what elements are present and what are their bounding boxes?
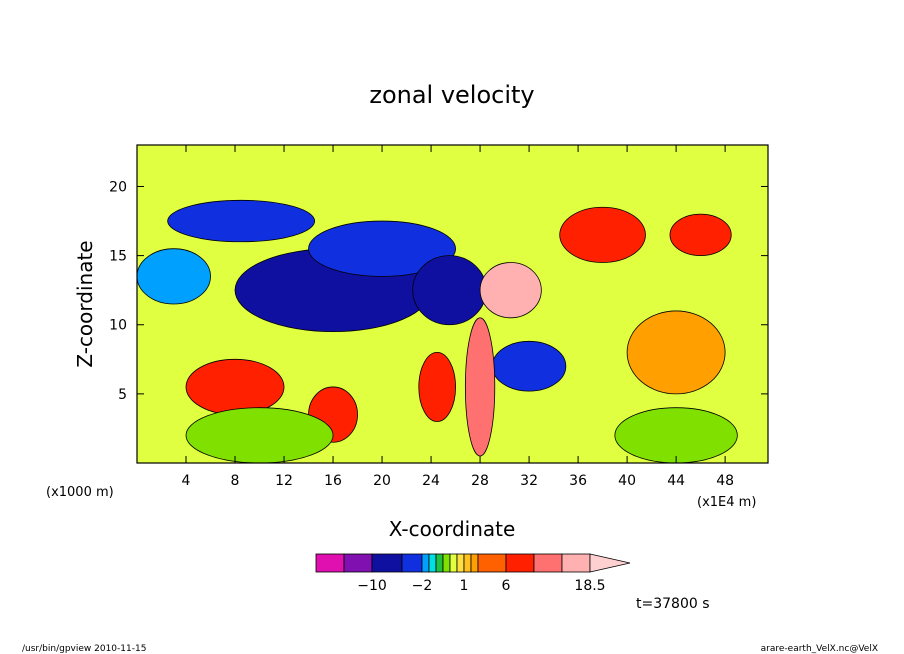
x-tick-label: 36 — [569, 473, 587, 489]
field-region-8 — [186, 359, 285, 415]
field-region-6 — [465, 317, 495, 457]
contour-line-14 — [185, 407, 334, 463]
x-tick-label: 28 — [471, 473, 489, 489]
colorbar-segment — [470, 553, 479, 573]
contour-line-7 — [418, 351, 456, 422]
chart-title: zonal velocity — [369, 81, 534, 109]
field-region-12 — [627, 310, 726, 394]
x-axis-title: X-coordinate — [389, 517, 516, 541]
contour-line-5 — [479, 262, 542, 319]
footer-right: arare-earth_VelX.nc@VelX — [761, 644, 878, 654]
plot-area — [137, 145, 768, 463]
contour-field — [137, 199, 738, 463]
colorbar-tick-label: 18.5 — [574, 578, 605, 594]
colorbar-tick-label: 1 — [460, 578, 469, 594]
colorbar-tick-label: −10 — [357, 578, 387, 594]
colorbar-segment — [428, 553, 437, 573]
contour-line-10 — [559, 206, 646, 263]
plot-frame — [136, 144, 769, 464]
colorbar-segment — [371, 553, 403, 573]
colorbar-segment — [442, 553, 451, 573]
field-region-14 — [186, 407, 334, 463]
colorbar-segment — [315, 553, 345, 573]
x-tick-label: 8 — [231, 473, 240, 489]
field-region-10 — [559, 207, 646, 263]
y-tick-label: 15 — [109, 249, 127, 265]
y-tick-label: 10 — [109, 318, 127, 334]
x-tick-label: 16 — [324, 473, 342, 489]
field-region-4 — [492, 341, 566, 392]
colorbar-segment — [477, 553, 507, 573]
x-tick-label: 32 — [520, 473, 538, 489]
footer-left: /usr/bin/gpview 2010-11-15 — [22, 644, 146, 654]
field-region-5 — [480, 262, 542, 318]
y-axis-title: Z-coordinate — [73, 240, 97, 367]
field-region-13 — [614, 407, 738, 463]
contour-line-15 — [137, 248, 211, 305]
x-axis: 4 8 12 16 20 24 28 32 36 40 44 48 — [182, 145, 734, 489]
x-unit-right: (x1E4 m) — [697, 495, 756, 510]
x-tick-label: 48 — [716, 473, 734, 489]
field-region-11 — [669, 214, 732, 256]
colorbar-tick-label: −2 — [412, 578, 433, 594]
colorbar-segment — [463, 553, 472, 573]
field-region-7 — [418, 352, 456, 422]
contour-line-2 — [167, 199, 316, 243]
y-tick-label: 5 — [118, 387, 127, 403]
x-tick-label: 24 — [422, 473, 440, 489]
colorbar-extend-arrow — [589, 553, 631, 573]
colorbar-tick-label: 6 — [502, 578, 511, 594]
colorbar-segment — [533, 553, 563, 573]
y-tick-label: 20 — [109, 179, 127, 195]
field-region-3 — [412, 255, 487, 325]
x-tick-label: 4 — [182, 473, 191, 489]
x-tick-label: 20 — [373, 473, 391, 489]
contour-line-11 — [669, 213, 732, 257]
colorbar-segment — [343, 553, 373, 573]
colorbar-segment — [401, 553, 423, 573]
colorbar-segment — [456, 553, 465, 573]
field-region-15 — [137, 248, 211, 304]
time-annotation: t=37800 s — [636, 596, 710, 612]
x-tick-label: 12 — [275, 473, 293, 489]
colorbar-segment — [449, 553, 458, 573]
contour-line-1 — [308, 220, 456, 277]
x-tick-label: 40 — [618, 473, 636, 489]
colorbar: −10 −2 1 6 18.5 — [315, 553, 631, 594]
colorbar-segment — [435, 553, 444, 573]
x-unit-left: (x1000 m) — [46, 485, 114, 500]
x-tick-label: 44 — [667, 473, 685, 489]
colorbar-segment — [561, 553, 591, 573]
colorbar-segment — [421, 553, 430, 573]
field-region-2 — [167, 200, 315, 242]
contour-line-12 — [626, 310, 726, 395]
colorbar-segment — [505, 553, 535, 573]
contour-line-13 — [614, 407, 738, 463]
field-region-1 — [308, 221, 456, 277]
y-axis: 5 10 15 20 — [109, 179, 768, 403]
